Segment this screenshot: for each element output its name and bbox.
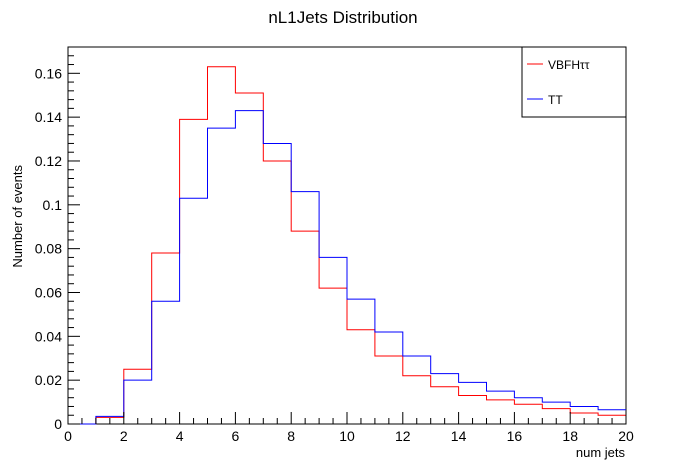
y-tick-label: 0.14 xyxy=(35,109,62,125)
series-layer xyxy=(68,66,626,425)
y-axis-label: Number of events xyxy=(10,165,25,268)
y-tick-label: 0 xyxy=(54,416,62,432)
legend: VBFHττ TT xyxy=(521,46,627,118)
x-tick-label: 18 xyxy=(562,428,578,444)
x-tick-label: 14 xyxy=(451,428,467,444)
x-tick-label: 16 xyxy=(507,428,523,444)
chart-title: nL1Jets Distribution xyxy=(268,8,417,27)
y-tick-label: 0.06 xyxy=(35,284,62,300)
y-tick-label: 0.1 xyxy=(43,197,63,213)
y-tick-label: 0.12 xyxy=(35,153,62,169)
y-tick-label: 0.08 xyxy=(35,241,62,257)
series-line-tt xyxy=(68,110,626,425)
legend-box xyxy=(521,46,627,118)
series-line-vbfh xyxy=(68,66,626,425)
x-axis-label: num jets xyxy=(576,445,626,460)
x-tick-label: 6 xyxy=(232,428,240,444)
x-tick-label: 10 xyxy=(339,428,355,444)
legend-label-vbfh: VBFHττ xyxy=(548,58,590,72)
x-tick-label: 2 xyxy=(120,428,128,444)
y-tick-label: 0.16 xyxy=(35,65,62,81)
y-tick-label: 0.04 xyxy=(35,328,62,344)
y-axis: 0 0.02 0.04 0.06 0.08 0.1 0.12 0.14 0.16 xyxy=(35,46,80,432)
x-tick-label: 0 xyxy=(64,428,72,444)
x-axis: 0 2 4 6 8 10 12 14 16 18 20 xyxy=(64,412,634,444)
x-tick-label: 4 xyxy=(176,428,184,444)
legend-label-tt: TT xyxy=(548,93,563,107)
x-tick-label: 20 xyxy=(618,428,634,444)
y-tick-label: 0.02 xyxy=(35,372,62,388)
x-tick-label: 12 xyxy=(395,428,411,444)
x-tick-label: 8 xyxy=(287,428,295,444)
